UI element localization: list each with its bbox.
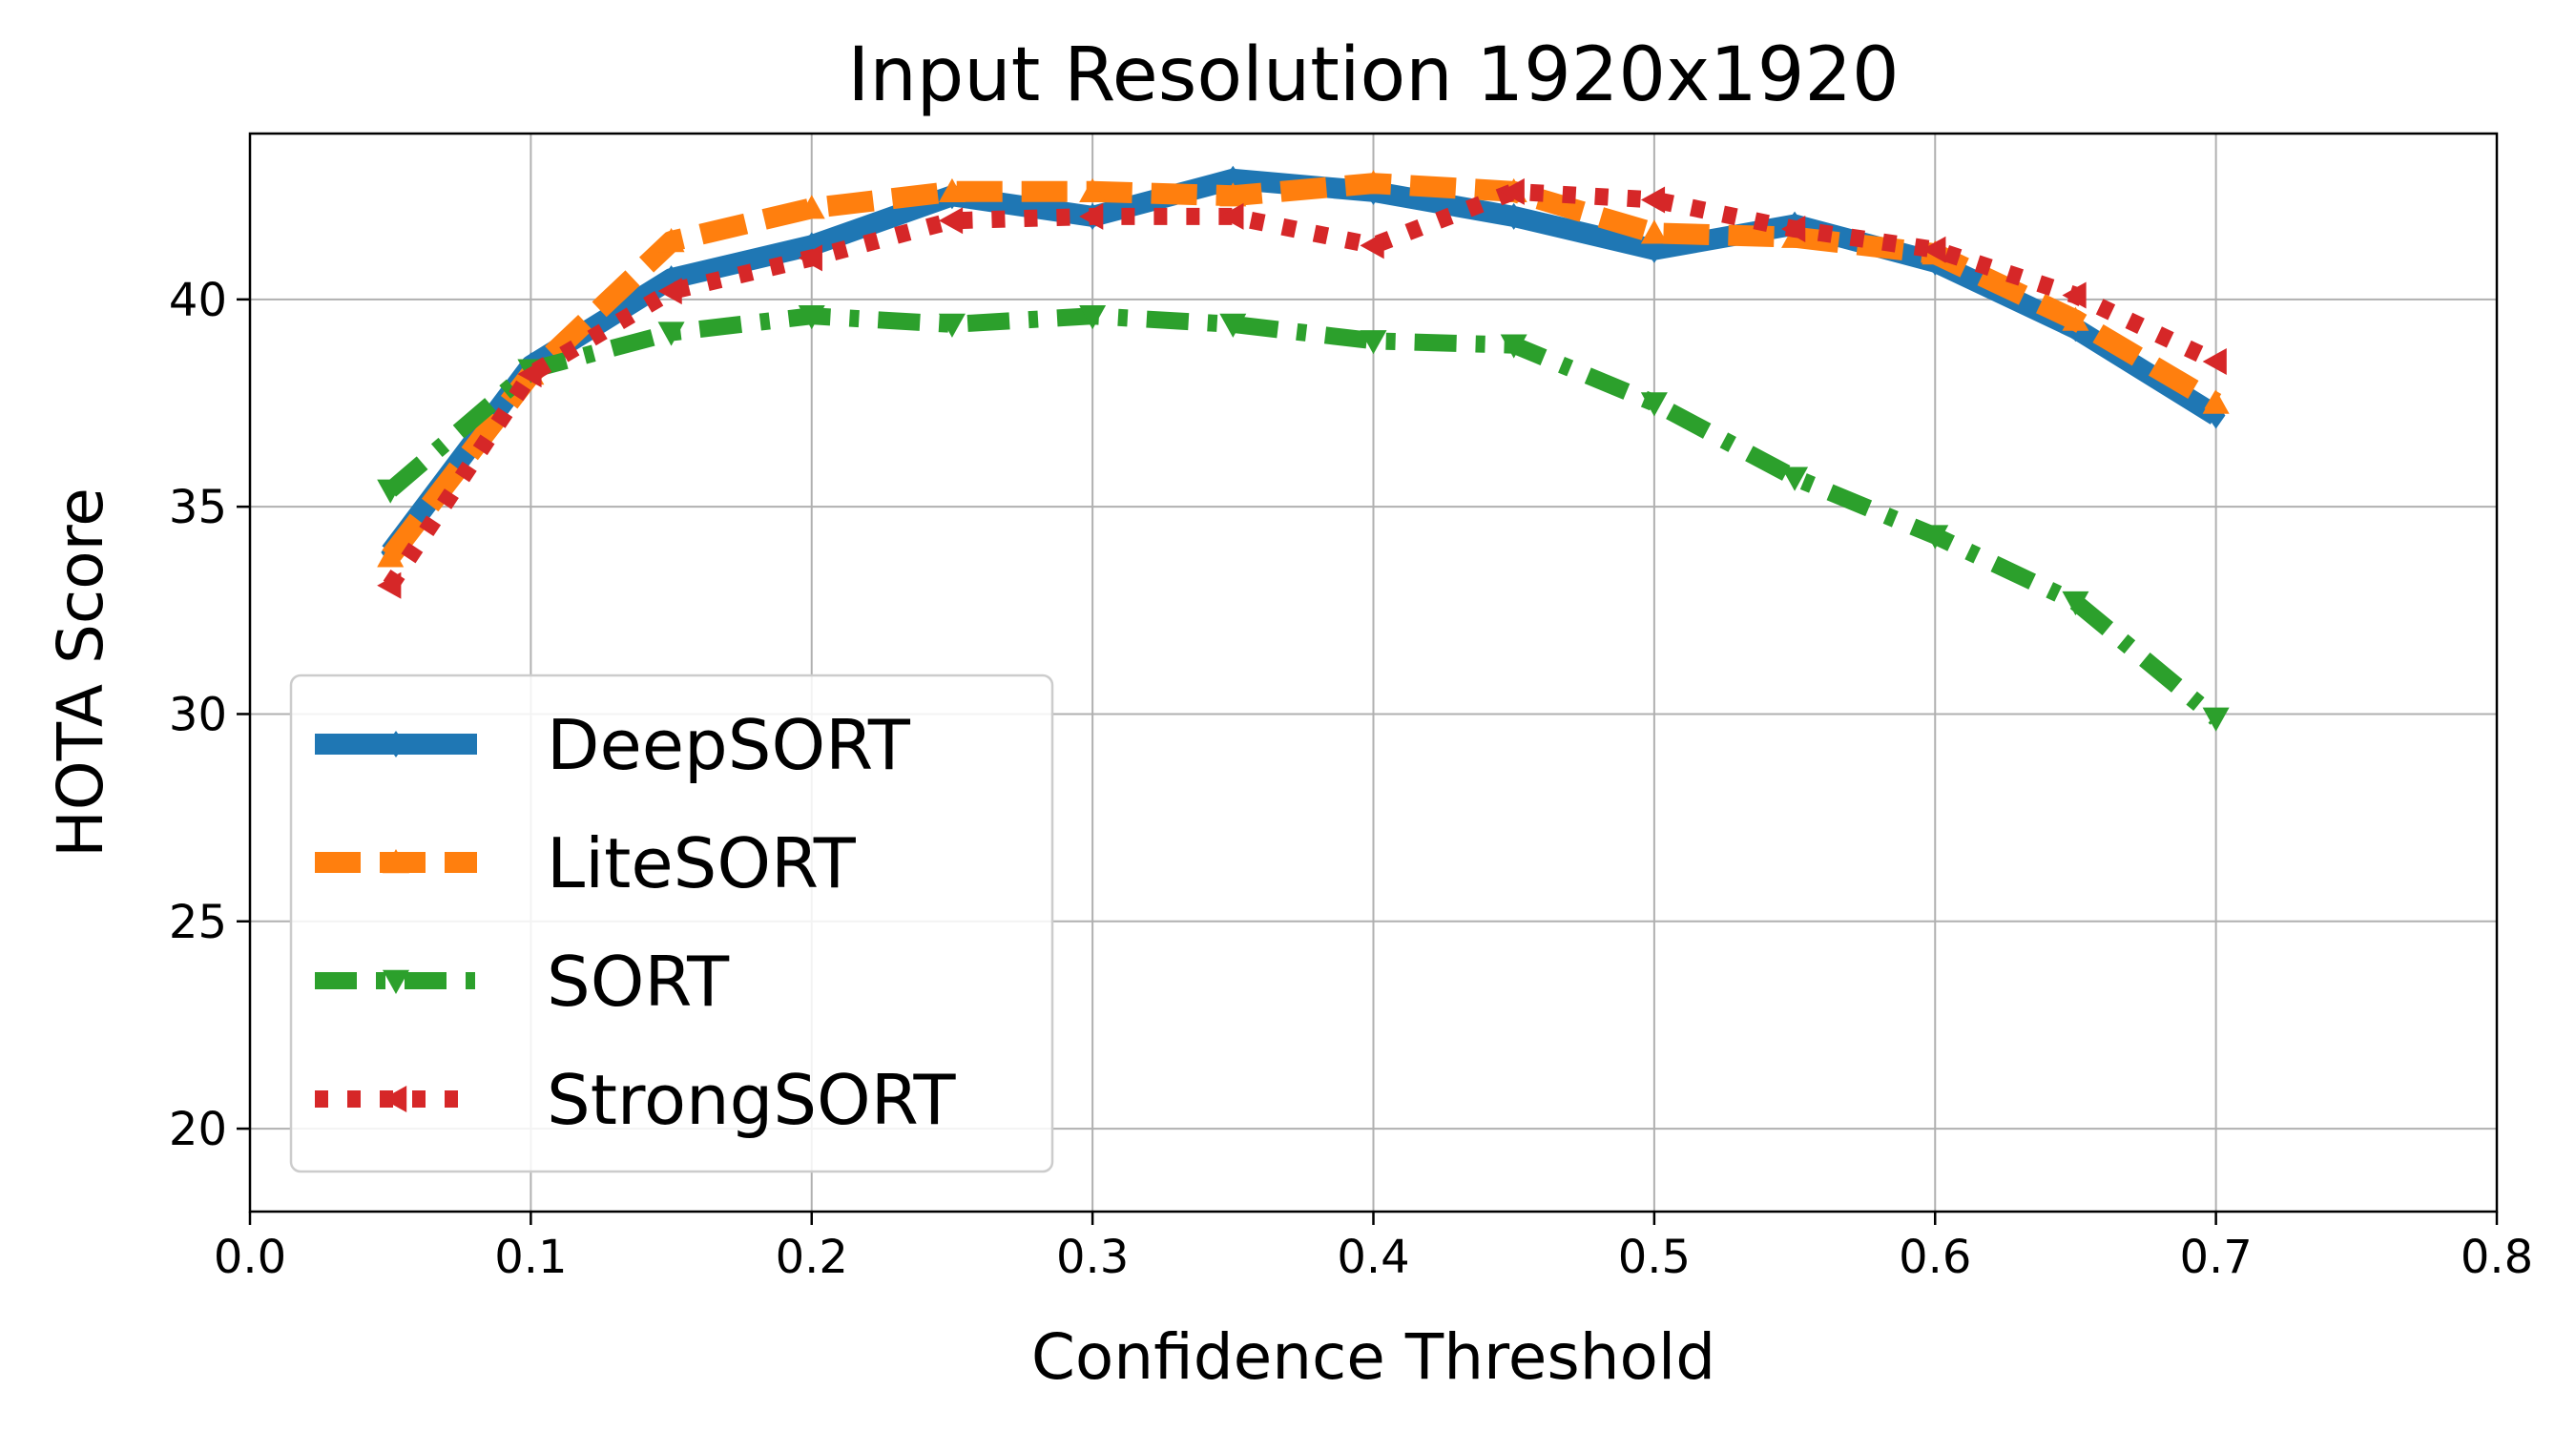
data-point-strongsort — [2202, 348, 2227, 376]
data-point-litesort — [1360, 170, 1387, 195]
data-point-deepsort — [1645, 236, 1664, 263]
legend-label-deepsort: DeepSORT — [547, 705, 911, 785]
legend-marker-sort — [383, 969, 409, 994]
data-point-sort — [1500, 334, 1527, 359]
data-point-sort — [1360, 330, 1387, 355]
x-tick-label: 0.6 — [1899, 1231, 1971, 1284]
data-point-sort — [1922, 525, 1949, 550]
legend-box — [289, 674, 1054, 1173]
legend-marker-deepsort — [386, 731, 405, 757]
data-point-deepsort — [1504, 202, 1524, 230]
data-point-strongsort — [1640, 186, 1666, 214]
series-line-litesort — [382, 173, 2222, 564]
data-point-strongsort — [938, 207, 964, 235]
data-point-sort — [657, 321, 685, 346]
legend-marker-litesort — [383, 849, 409, 874]
data-point-litesort — [798, 195, 825, 219]
data-point-strongsort — [1219, 202, 1244, 230]
data-point-deepsort — [661, 265, 681, 293]
y-tick-label: 30 — [169, 688, 227, 741]
data-point-litesort — [938, 177, 966, 203]
series-strongsort — [377, 177, 2227, 599]
legend-marker-strongsort — [383, 1086, 407, 1112]
data-point-sort — [1781, 467, 1809, 491]
y-tick-label: 40 — [169, 274, 227, 327]
legend-label-strongsort: StrongSORT — [547, 1060, 957, 1140]
data-point-deepsort — [801, 232, 821, 259]
series-line-sort — [384, 307, 2222, 725]
axis-ticks: 0.0 0.1 0.2 0.3 0.4 0.5 0.6 0.7 0.8 20 25 30 35 40 — [169, 274, 2533, 1284]
data-point-sort — [2202, 707, 2230, 732]
y-tick-label: 25 — [169, 896, 227, 949]
data-point-strongsort — [1079, 202, 1104, 230]
data-point-strongsort — [657, 278, 682, 305]
series-sort — [377, 305, 2230, 732]
chart-title: Input Resolution 1920x1920 — [847, 32, 1899, 118]
data-point-litesort — [2202, 389, 2230, 414]
data-point-sort — [1640, 392, 1668, 417]
data-point-litesort — [657, 228, 685, 253]
x-axis-label: Confidence Threshold — [1031, 1320, 1715, 1394]
data-point-sort — [938, 313, 966, 338]
data-point-litesort — [1640, 219, 1668, 244]
data-point-litesort — [1219, 182, 1247, 207]
data-point-litesort — [1079, 177, 1107, 203]
x-tick-label: 0.4 — [1337, 1231, 1409, 1284]
data-point-litesort — [2062, 306, 2089, 331]
data-point-strongsort — [377, 571, 402, 599]
series-layer — [377, 165, 2230, 732]
data-point-sort — [798, 305, 825, 330]
legend-label-sort: SORT — [547, 942, 730, 1022]
data-point-sort — [377, 479, 405, 504]
data-point-strongsort — [2062, 281, 2087, 309]
y-tick-label: 20 — [169, 1103, 227, 1156]
data-point-strongsort — [1360, 232, 1384, 259]
data-point-litesort — [377, 543, 405, 568]
data-point-strongsort — [1922, 236, 1946, 263]
data-point-sort — [1219, 313, 1247, 338]
x-tick-label: 0.3 — [1056, 1231, 1129, 1284]
x-tick-label: 0.0 — [214, 1231, 286, 1284]
legend: DeepSORT LiteSORT SORT StrongSORT — [289, 674, 1054, 1173]
data-point-strongsort — [798, 244, 822, 272]
y-axis-label: HOTA Score — [44, 487, 117, 858]
x-tick-label: 0.2 — [776, 1231, 848, 1284]
x-tick-label: 0.1 — [494, 1231, 567, 1284]
x-tick-label: 0.7 — [2179, 1231, 2252, 1284]
data-point-strongsort — [1781, 215, 1806, 242]
data-point-sort — [1079, 305, 1107, 330]
x-tick-label: 0.5 — [1618, 1231, 1691, 1284]
data-point-strongsort — [517, 361, 542, 388]
data-point-strongsort — [1500, 177, 1525, 205]
y-tick-label: 35 — [169, 481, 227, 534]
data-point-sort — [2062, 591, 2089, 616]
x-tick-label: 0.8 — [2461, 1231, 2533, 1284]
legend-label-litesort: LiteSORT — [547, 823, 857, 903]
